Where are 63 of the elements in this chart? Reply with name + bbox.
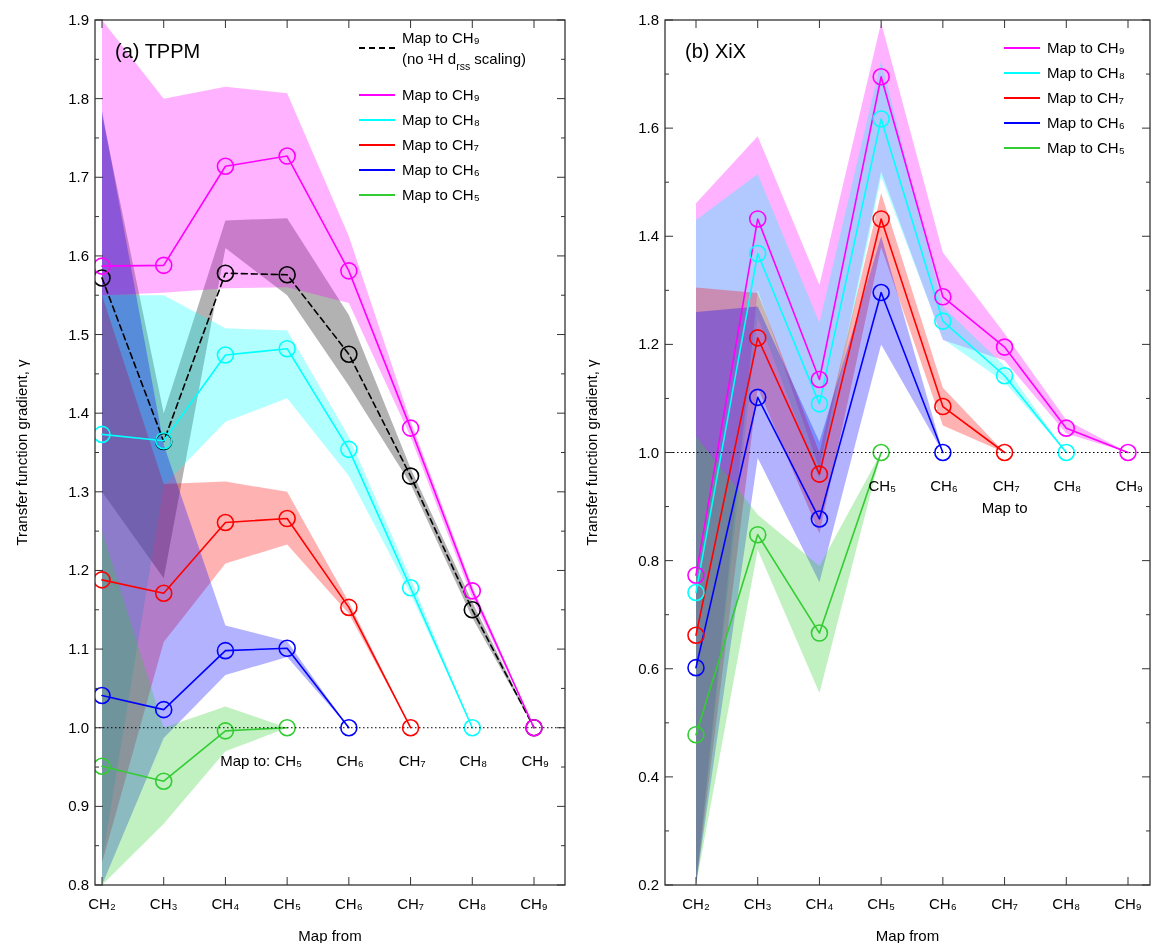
annotation: Map to bbox=[981, 498, 1028, 516]
x-tick-label: CH₃ bbox=[149, 895, 178, 912]
y-tick-label: 1.8 bbox=[68, 89, 89, 107]
y-tick-label: 1.5 bbox=[68, 325, 89, 343]
legend-label: Map to CH₈ bbox=[402, 111, 480, 128]
y-tick-label: 1.4 bbox=[68, 404, 89, 422]
y-tick-label: 1.9 bbox=[68, 11, 89, 28]
annotation: Map to: CH₅ bbox=[220, 751, 303, 769]
y-tick-label: 0.8 bbox=[638, 551, 659, 569]
y-tick-label: 0.8 bbox=[68, 876, 89, 893]
x-tick-label: CH₂ bbox=[88, 895, 116, 912]
x-tick-label: CH₆ bbox=[335, 895, 363, 912]
y-tick-label: 1.3 bbox=[68, 482, 89, 500]
x-tick-label: CH₇ bbox=[397, 895, 424, 912]
y-tick-label: 1.6 bbox=[68, 246, 89, 264]
text: (b) XiX bbox=[685, 40, 747, 62]
annotation: CH₈ bbox=[459, 751, 488, 769]
x-tick-label: CH₈ bbox=[1052, 895, 1081, 912]
legend-label: Map to CH₅ bbox=[402, 186, 480, 203]
x-tick-label: CH₂ bbox=[682, 895, 710, 912]
x-tick-label: CH₅ bbox=[273, 895, 301, 912]
legend-label: Map to CH₆ bbox=[402, 161, 480, 178]
x-tick-label: CH₇ bbox=[991, 895, 1018, 912]
y-tick-label: 0.6 bbox=[638, 659, 659, 677]
legend-label: Map to CH₈ bbox=[1047, 64, 1125, 81]
y-tick-label: 1.2 bbox=[638, 335, 659, 353]
x-tick-label: CH₄ bbox=[211, 895, 240, 912]
y-tick-label: 0.9 bbox=[68, 797, 89, 815]
y-tick-label: 1.4 bbox=[638, 227, 659, 245]
y-axis-title: Transfer function gradient, γ bbox=[583, 358, 600, 546]
annotation: CH₉ bbox=[1115, 476, 1144, 494]
x-tick-label: CH₉ bbox=[1114, 895, 1142, 912]
annotation: CH₆ bbox=[336, 751, 364, 769]
x-tick-label: CH₈ bbox=[458, 895, 487, 912]
legend-label: Map to CH₆ bbox=[1047, 114, 1125, 131]
y-tick-label: 1.1 bbox=[68, 640, 89, 658]
legend-label: Map to CH₅ bbox=[1047, 139, 1125, 156]
annotation: CH₈ bbox=[1053, 476, 1082, 494]
x-tick-label: CH₃ bbox=[743, 895, 772, 912]
annotation: CH₅ bbox=[868, 476, 897, 494]
legend-label: Map to CH₉ bbox=[1047, 39, 1125, 56]
x-tick-label: CH₉ bbox=[520, 895, 548, 912]
annotation: CH₆ bbox=[930, 476, 958, 494]
annotation: CH₉ bbox=[521, 751, 550, 769]
legend-label: Map to CH₉ bbox=[402, 86, 480, 103]
legend-label: Map to CH₇ bbox=[402, 136, 479, 153]
x-tick-label: CH₆ bbox=[929, 895, 957, 912]
x-tick-label: CH₄ bbox=[805, 895, 834, 912]
y-tick-label: 0.4 bbox=[638, 767, 659, 785]
y-tick-label: 1.7 bbox=[68, 168, 89, 186]
annotation: CH₇ bbox=[992, 476, 1020, 494]
x-tick-label: CH₅ bbox=[867, 895, 895, 912]
legend-label: Map to CH₇ bbox=[1047, 89, 1124, 106]
y-axis-title: Transfer function gradient, γ bbox=[13, 358, 30, 546]
y-tick-label: 1.6 bbox=[638, 119, 659, 137]
y-tick-label: 1.8 bbox=[638, 11, 659, 28]
y-tick-label: 1.0 bbox=[68, 718, 89, 736]
text: (a) TPPM bbox=[115, 40, 201, 62]
y-tick-label: 1.0 bbox=[638, 443, 659, 461]
legend-label: Map to CH₉ (no ¹H d$_{rss}$ scaling) bbox=[402, 28, 527, 72]
y-tick-label: 1.2 bbox=[68, 561, 89, 579]
annotation: CH₇ bbox=[398, 751, 426, 769]
y-tick-label: 0.2 bbox=[638, 876, 659, 893]
